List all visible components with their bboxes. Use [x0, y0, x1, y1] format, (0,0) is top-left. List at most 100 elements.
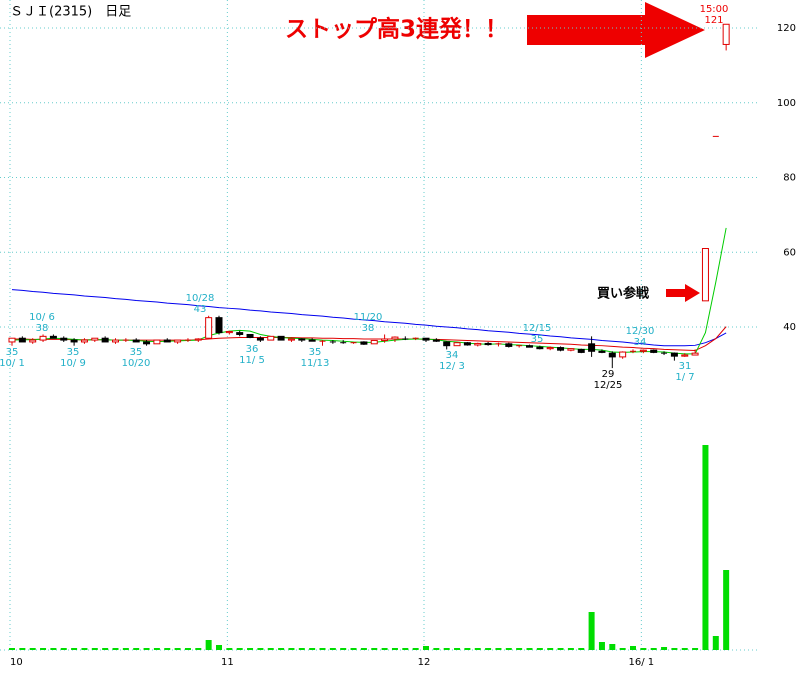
annotation-price: 43 [194, 304, 207, 315]
buy-arrow [666, 284, 700, 302]
moving-average [11, 289, 727, 347]
annotation-date: 12/30 [626, 326, 655, 337]
candle-body [639, 349, 647, 352]
moving-average [11, 227, 727, 355]
volume-bar [360, 648, 367, 650]
candle-body [194, 338, 202, 341]
volume-bar [412, 648, 419, 650]
volume-bar [495, 648, 502, 650]
volume-bar [630, 646, 636, 650]
volume-bar [309, 648, 316, 650]
big-arrow [527, 2, 705, 58]
volume-bar [236, 648, 243, 650]
candle-body [557, 347, 565, 351]
volume-bar [174, 648, 181, 650]
volume-bar [340, 648, 347, 650]
volume-bar [464, 648, 471, 650]
annotation-date: 11/ 5 [239, 355, 265, 366]
candle-body [536, 346, 544, 350]
candle-body [588, 343, 596, 352]
volume-bar [133, 648, 140, 650]
y-tick-label: 120 [777, 23, 796, 34]
volume-bar [29, 648, 36, 650]
candle-body [546, 347, 554, 350]
annotation-date: 10/ 9 [60, 358, 86, 369]
volume-bar [609, 644, 616, 650]
volume-bar [91, 648, 98, 650]
candle-body [256, 337, 264, 341]
volume-bar [588, 612, 595, 650]
candle-body [163, 339, 171, 343]
volume-bar [536, 648, 543, 650]
annotation-price: 35 [130, 347, 143, 358]
candle-body [91, 337, 99, 341]
volume-bar [50, 648, 57, 650]
y-tick-label: 60 [783, 247, 796, 258]
annotation-date: 10/28 [186, 293, 215, 304]
x-tick-label: 12 [418, 657, 431, 668]
candle-body [619, 351, 627, 358]
candle-body [484, 342, 492, 346]
candle-body [80, 339, 88, 343]
candle-body [608, 352, 616, 358]
candle-body [225, 330, 233, 334]
candle-body [8, 337, 16, 343]
volume-bar [184, 648, 191, 650]
candle-body [474, 342, 482, 346]
candle-body [463, 342, 471, 346]
annotation-date: 10/20 [122, 358, 151, 369]
volume-bar [247, 648, 254, 650]
last-time: 15:00 [700, 4, 729, 15]
annotation-date: 11/13 [301, 358, 330, 369]
volume-bar [164, 648, 171, 650]
volume-bar [288, 648, 295, 650]
volume-bar [485, 648, 492, 650]
candle-body [287, 338, 295, 341]
volume-bar [143, 648, 150, 650]
candle-body [360, 341, 368, 345]
annotation-price: 36 [246, 344, 259, 355]
volume-bar [723, 570, 730, 650]
candle-body [215, 317, 223, 334]
volume-bar [671, 648, 678, 650]
volume-bar [640, 648, 647, 650]
volume-bar [112, 648, 119, 650]
candle-body [422, 337, 430, 341]
volume-bar [257, 648, 264, 650]
candle-body [567, 348, 575, 351]
candle-body [381, 338, 389, 341]
volume-bar [267, 648, 274, 650]
annotation-date: 12/15 [523, 323, 552, 334]
y-tick-label: 100 [777, 98, 796, 109]
candle-body [308, 339, 316, 342]
candle-body [236, 332, 244, 335]
volume-bar [516, 648, 523, 650]
candle-body [691, 352, 699, 356]
candle-body [598, 350, 606, 353]
candle-body [18, 337, 26, 343]
candle-body [370, 339, 378, 345]
volume-bar [350, 648, 357, 650]
candle-body [29, 339, 37, 343]
candle-body [143, 341, 151, 345]
annotation-price: 38 [36, 323, 49, 334]
candle-body [670, 352, 678, 357]
annotation-price: 34 [446, 350, 459, 361]
candle-body [132, 339, 140, 343]
x-tick-label: 11 [221, 657, 234, 668]
volume-bar [278, 648, 285, 650]
candle-body [298, 338, 306, 341]
volume-bar [712, 636, 719, 650]
candle-body [70, 339, 78, 343]
volume-bar [526, 648, 533, 650]
volume-bar [40, 648, 47, 650]
annotation-price: 29 [602, 369, 615, 380]
annotation-price: 35 [531, 334, 544, 345]
volume-bar [567, 648, 574, 650]
annotation-price: 31 [679, 361, 692, 372]
annotation-price: 35 [67, 347, 80, 358]
annotation-price: 38 [362, 323, 375, 334]
volume-bar [71, 648, 78, 650]
